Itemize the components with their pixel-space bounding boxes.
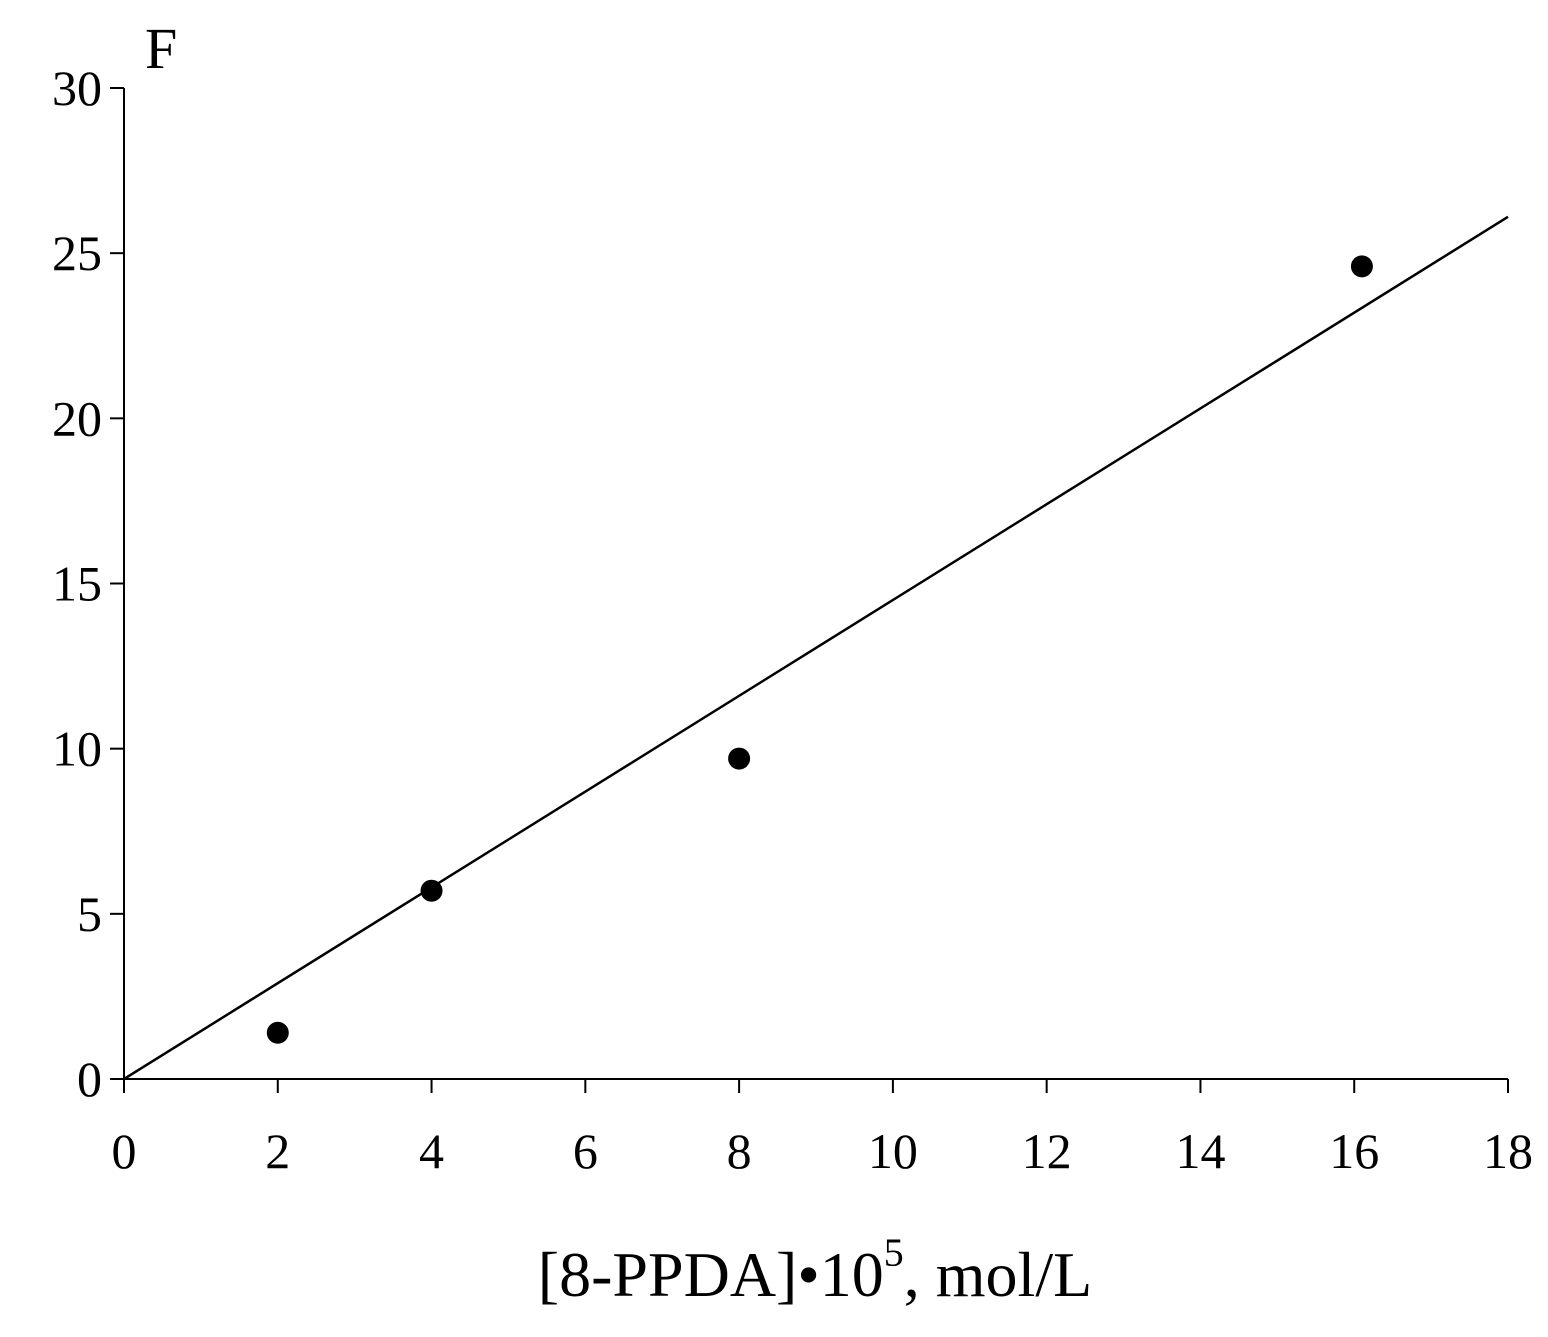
data-point [728, 747, 751, 770]
x-tick-label: 0 [112, 1123, 137, 1179]
data-point [1350, 255, 1373, 278]
x-tick-label: 16 [1329, 1123, 1379, 1179]
x-axis-ticks: 0 2 4 6 8 10 12 14 16 18 [112, 1079, 1533, 1179]
axes [123, 88, 1508, 1080]
x-axis-label: [8-PPDA]•105, mol/L [538, 1230, 1092, 1310]
y-tick-label: 5 [77, 886, 102, 942]
trendline-group [123, 215, 1509, 1081]
y-axis-label: F [145, 16, 177, 81]
data-point [266, 1021, 289, 1044]
data-point [420, 879, 443, 902]
trendline [123, 215, 1509, 1081]
x-tick-label: 14 [1175, 1123, 1225, 1179]
x-tick-label: 6 [573, 1123, 598, 1179]
x-tick-label: 12 [1022, 1123, 1072, 1179]
y-tick-label: 25 [52, 225, 102, 281]
y-tick-label: 0 [77, 1051, 102, 1107]
data-points [266, 255, 1373, 1044]
x-axis-label-main: [8-PPDA]•10 [538, 1239, 884, 1310]
x-tick-label: 2 [265, 1123, 290, 1179]
y-axis-ticks: 0 5 10 15 20 25 30 [52, 60, 124, 1107]
x-tick-label: 18 [1483, 1123, 1533, 1179]
x-axis-label-superscript: 5 [884, 1230, 904, 1275]
x-axis-label-suffix: , mol/L [904, 1239, 1092, 1310]
x-tick-label: 8 [727, 1123, 752, 1179]
y-tick-label: 20 [52, 390, 102, 446]
x-tick-label: 10 [868, 1123, 918, 1179]
x-tick-label: 4 [419, 1123, 444, 1179]
y-tick-label: 15 [52, 556, 102, 612]
y-tick-label: 10 [52, 721, 102, 777]
y-tick-label: 30 [52, 60, 102, 116]
